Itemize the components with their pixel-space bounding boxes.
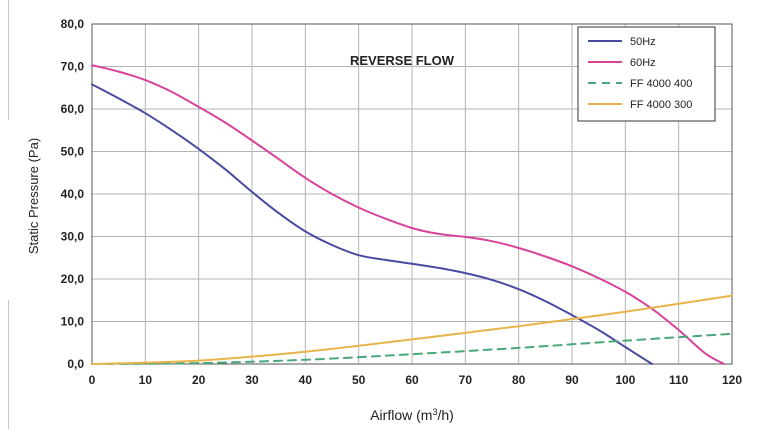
x-axis-label: Airflow (m3/h) <box>370 407 454 423</box>
y-tick-label: 20,0 <box>61 272 85 286</box>
x-tick-label: 70 <box>459 373 473 387</box>
y-tick-label: 60,0 <box>61 102 85 116</box>
left-edge-divider <box>8 0 9 120</box>
y-tick-label: 50,0 <box>61 145 85 159</box>
y-tick-label: 30,0 <box>61 230 85 244</box>
plot-frame <box>91 23 733 365</box>
x-tick-label: 40 <box>299 373 313 387</box>
series-line-ff-4000-300 <box>91 294 733 365</box>
legend-items: 50Hz 60Hz FF 4000 400 FF 4000 300 <box>588 36 692 111</box>
legend: 50Hz 60Hz FF 4000 400 FF 4000 300 <box>577 26 716 122</box>
series-lines <box>91 64 733 365</box>
y-tick-label: 10,0 <box>61 315 85 329</box>
legend-label-60hz: 60Hz <box>630 57 656 69</box>
x-tick-label: 30 <box>245 373 259 387</box>
y-tick-label: 0,0 <box>67 357 84 371</box>
x-tick-label: 20 <box>192 373 206 387</box>
series-line-60hz <box>91 64 725 365</box>
legend-box <box>577 26 716 122</box>
x-tick-label: 90 <box>565 373 579 387</box>
legend-label-ff-4000-400: FF 4000 400 <box>630 78 692 90</box>
y-axis-label: Static Pressure (Pa) <box>26 138 41 254</box>
x-tick-label: 0 <box>89 373 96 387</box>
left-edge-divider <box>8 300 9 429</box>
x-axis-label-superscript: 3 <box>432 407 437 417</box>
x-tick-label: 120 <box>722 373 742 387</box>
x-axis-label-main: Airflow (m <box>370 407 432 423</box>
x-tick-label: 60 <box>405 373 419 387</box>
x-tick-label: 10 <box>139 373 153 387</box>
legend-label-ff-4000-300: FF 4000 300 <box>630 99 692 111</box>
y-tick-label: 70,0 <box>61 60 85 74</box>
series-line-50hz <box>91 83 653 365</box>
axis-ticks: 0 10 20 30 40 50 60 70 80 90 100 110 120 0,0 10,0 20,0 3… <box>61 17 743 387</box>
x-tick-label: 110 <box>669 373 689 387</box>
series-line-ff-4000-400 <box>91 332 733 365</box>
x-axis-label-end: /h) <box>437 407 453 423</box>
x-tick-label: 100 <box>615 373 635 387</box>
x-tick-label: 50 <box>352 373 366 387</box>
chart-title: REVERSE FLOW <box>350 53 455 68</box>
y-tick-label: 40,0 <box>61 187 85 201</box>
y-tick-label: 80,0 <box>61 17 85 31</box>
x-tick-label: 80 <box>512 373 526 387</box>
legend-label-50hz: 50Hz <box>630 36 656 48</box>
